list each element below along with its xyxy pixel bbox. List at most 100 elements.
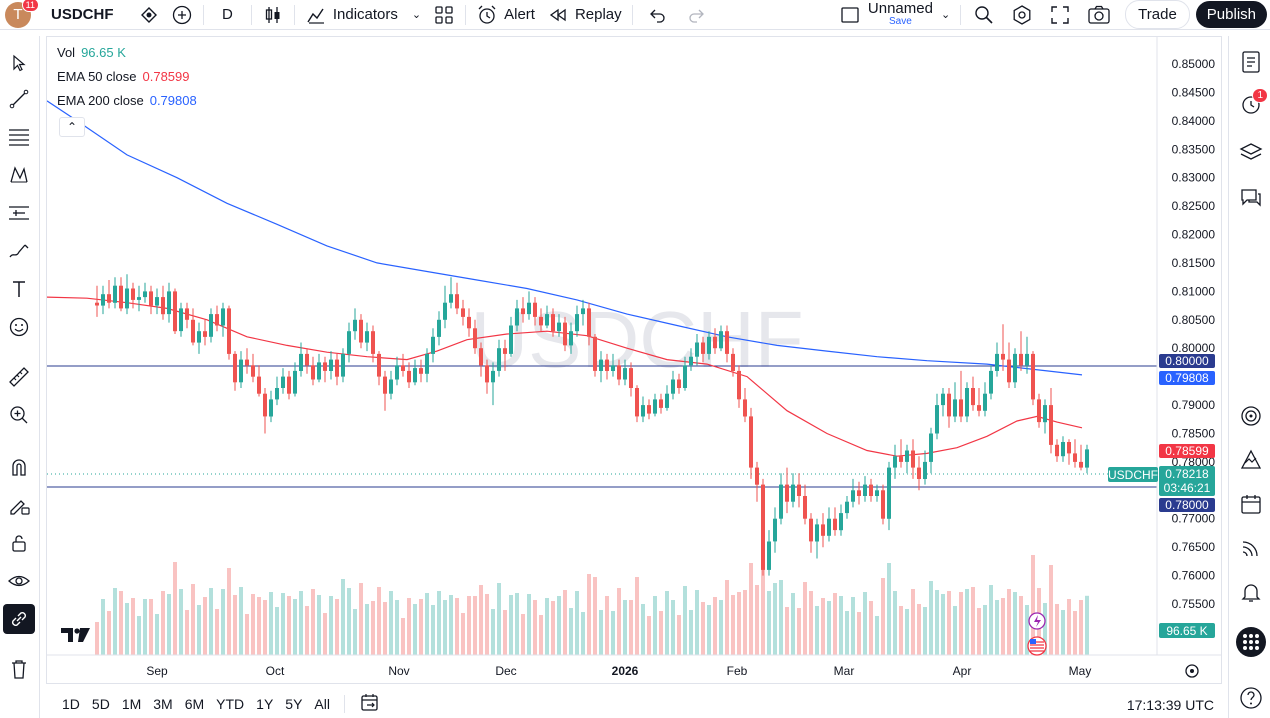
range-button-1d[interactable]: 1D <box>62 696 80 712</box>
redo-button[interactable] <box>677 0 717 30</box>
sync-drawings-tool[interactable] <box>3 604 35 634</box>
utc-clock[interactable]: 17:13:39 UTC <box>1126 697 1214 713</box>
undo-button[interactable] <box>637 0 677 30</box>
legend-ema50[interactable]: EMA 50 close 0.78599 <box>57 69 190 84</box>
user-avatar[interactable]: T 11 <box>5 0 39 28</box>
chats-button[interactable] <box>1235 182 1267 214</box>
time-scale[interactable]: Sep Oct Nov Dec 2026 Feb Mar Apr May <box>146 664 1091 678</box>
hotlists-button[interactable] <box>1235 444 1267 476</box>
legend-volume[interactable]: Vol 96.65 K <box>57 45 126 60</box>
publish-button[interactable]: Publish <box>1190 0 1267 30</box>
chart-type-button[interactable] <box>256 0 290 30</box>
candle-body <box>449 294 453 303</box>
volume-bar <box>191 584 195 655</box>
candle-body <box>185 308 189 320</box>
tradingview-logo[interactable] <box>61 628 90 642</box>
volume-bar <box>755 585 759 655</box>
grid-layout-icon <box>435 5 453 24</box>
price-tick-label: 0.79000 <box>1172 398 1216 412</box>
price-scale[interactable]: 0.85000 0.84500 0.84000 0.83500 0.83000 0.825… <box>1172 57 1216 611</box>
candle-body <box>917 467 921 479</box>
zoom-tool[interactable] <box>3 400 35 430</box>
candle-body <box>707 336 711 354</box>
volume-bar <box>959 592 963 655</box>
time-tick-label: Oct <box>266 664 285 678</box>
volume-bar <box>173 562 177 655</box>
trend-line-tool[interactable] <box>3 84 35 114</box>
lock-drawings-tool[interactable] <box>3 528 35 558</box>
news-button[interactable] <box>1235 532 1267 564</box>
symbol-search[interactable]: USDCHF <box>51 6 114 23</box>
layout-menu[interactable]: Unnamed Save ⌄ <box>834 0 956 30</box>
alerts-panel-button[interactable]: 1 <box>1235 88 1268 120</box>
candle-body <box>455 294 459 309</box>
candle-body <box>251 365 255 377</box>
hide-drawings-tool[interactable] <box>3 566 35 596</box>
candle-body <box>839 513 843 531</box>
compare-symbol-button[interactable] <box>133 0 165 30</box>
replay-button[interactable]: Replay <box>541 0 628 30</box>
measure-tool[interactable] <box>3 362 35 392</box>
range-button-1m[interactable]: 1M <box>121 696 142 712</box>
pattern-tool[interactable] <box>3 160 35 190</box>
layouts-button[interactable] <box>427 0 461 30</box>
calendar-button[interactable] <box>1235 488 1267 520</box>
watchlist-button[interactable] <box>1235 46 1267 78</box>
range-button-5d[interactable]: 5D <box>91 696 110 712</box>
candle-body <box>419 368 423 374</box>
legend-ema200-label: EMA 200 close <box>57 93 144 108</box>
magnet-tool[interactable] <box>3 452 35 482</box>
settings-button[interactable] <box>1003 0 1041 30</box>
range-button-5y[interactable]: 5Y <box>285 696 303 712</box>
candle-body <box>773 518 777 542</box>
ema200-line[interactable] <box>47 100 1083 376</box>
candle-body <box>671 379 675 394</box>
candle-body <box>479 348 483 366</box>
snapshot-button[interactable] <box>1079 0 1119 30</box>
range-button-1y[interactable]: 1Y <box>256 696 274 712</box>
date-range-button[interactable] <box>353 693 387 716</box>
indicators-icon <box>307 8 324 24</box>
range-button-all[interactable]: All <box>314 696 330 712</box>
help-button[interactable] <box>1235 682 1267 714</box>
indicators-button[interactable]: Indicators ⌄ <box>299 0 427 30</box>
candle-body <box>557 322 561 332</box>
cursor-tool[interactable] <box>3 48 35 78</box>
object-tree-button[interactable] <box>1235 136 1267 168</box>
apps-grid-button[interactable] <box>1235 626 1267 658</box>
fib-tool[interactable] <box>3 122 35 152</box>
alert-button[interactable]: Alert <box>470 0 541 30</box>
chart-pane[interactable]: USDCHF 0.85000 0.84500 0.84000 0.83500 0.830… <box>46 36 1222 684</box>
forecasting-tool[interactable] <box>3 198 35 228</box>
remove-drawings-tool[interactable] <box>3 654 35 684</box>
price-tick-label: 0.81500 <box>1172 256 1216 270</box>
quick-search-button[interactable] <box>965 0 1003 30</box>
brush-tool[interactable] <box>3 236 35 266</box>
range-button-6m[interactable]: 6M <box>184 696 205 712</box>
notifications-button[interactable] <box>1235 576 1267 608</box>
add-symbol-button[interactable] <box>165 0 199 30</box>
ideas-button[interactable] <box>1235 400 1267 432</box>
trade-button[interactable]: Trade <box>1125 0 1190 30</box>
fullscreen-button[interactable] <box>1041 0 1079 30</box>
candle-body <box>629 368 633 388</box>
time-scale-settings-button[interactable] <box>1185 664 1199 678</box>
candle-body <box>275 388 279 400</box>
stay-drawing-tool[interactable] <box>3 490 35 520</box>
ema50-line[interactable] <box>47 296 1083 457</box>
volume-bar <box>743 590 747 655</box>
icon-tool[interactable] <box>3 312 35 342</box>
price-chart[interactable]: USDCHF 0.85000 0.84500 0.84000 0.83500 0.830… <box>47 37 1222 684</box>
text-tool[interactable] <box>3 274 35 304</box>
candle-body <box>647 405 651 414</box>
range-button-3m[interactable]: 3M <box>153 696 173 712</box>
countdown-text: 03:46:21 <box>1164 481 1211 495</box>
legend-collapse-button[interactable]: ⌃ <box>59 117 85 137</box>
top-toolbar: T 11 USDCHF D Indicators ⌄ Alert Replay <box>0 0 1270 30</box>
interval-selector[interactable]: D <box>222 6 233 23</box>
candles[interactable] <box>95 274 1089 576</box>
legend-ema200[interactable]: EMA 200 close 0.79808 <box>57 93 197 108</box>
candle-body <box>215 314 219 326</box>
candle-body <box>635 388 639 417</box>
range-button-ytd[interactable]: YTD <box>216 696 245 712</box>
